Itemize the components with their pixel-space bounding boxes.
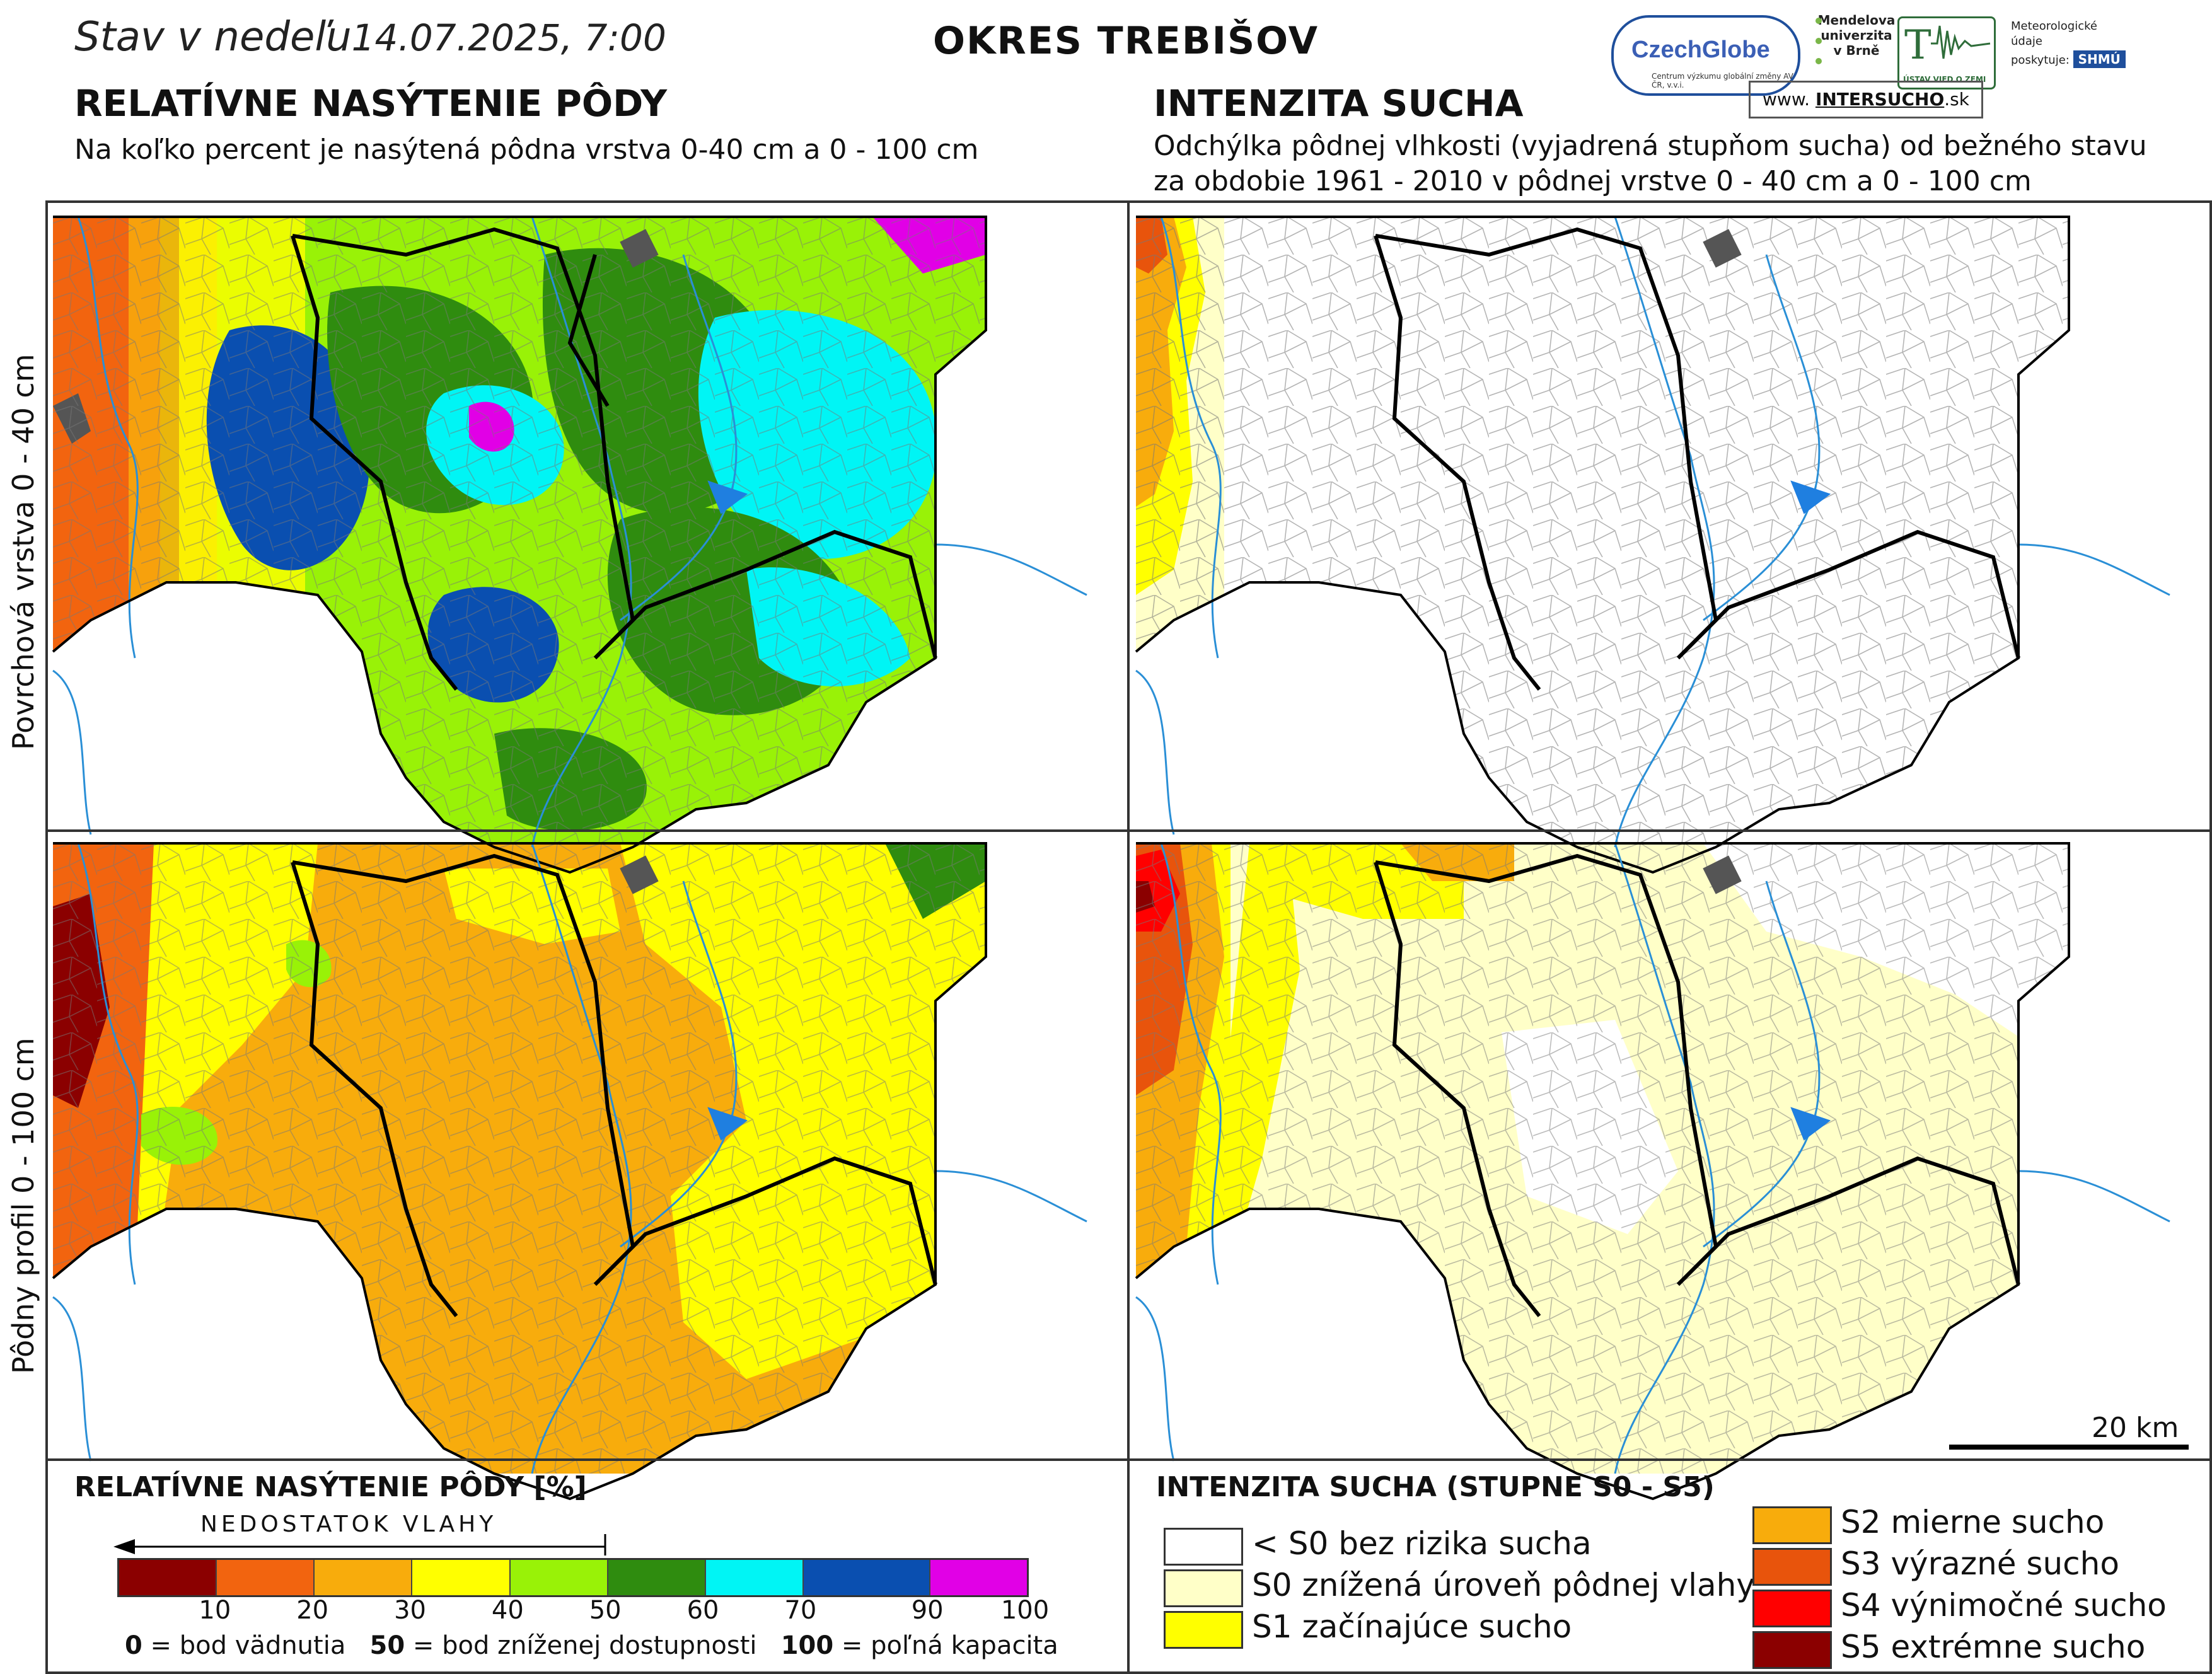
row-label-bottom: Pôdny profil 0 - 100 cm — [6, 1037, 40, 1374]
status-prefix: Stav v nedeľu — [74, 14, 352, 61]
shmu-logo: SHMÚ — [2073, 50, 2126, 68]
note-50-text: = bod zníženej dostupnosti — [405, 1631, 757, 1660]
district-title: OKRES TREBIŠOV — [933, 19, 1319, 63]
colorbar-bin-30 — [315, 1560, 413, 1595]
panel-grid — [45, 200, 2212, 1674]
colorbar-bin-70 — [705, 1560, 804, 1595]
ustav-vied-o-zemi-logo: T ÚSTAV VIED O ZEMI — [1897, 16, 1996, 89]
legend-label-3: S2 mierne sucho — [1841, 1504, 2105, 1540]
legend-label-4: S3 výrazné sucho — [1841, 1545, 2119, 1582]
colorbar-bin-10 — [119, 1560, 217, 1595]
legend-left-title: RELATÍVNE NASÝTENIE PÔDY [%] — [74, 1471, 587, 1503]
legend-swatch-0 — [1164, 1528, 1243, 1566]
colorbar-bin-40 — [412, 1560, 511, 1595]
legend-label-6: S5 extrémne sucho — [1841, 1629, 2146, 1665]
right-panel-title: INTENZITA SUCHA — [1154, 82, 1524, 125]
legend-swatch-6 — [1752, 1631, 1832, 1669]
note-100-text: = poľná kapacita — [833, 1631, 1058, 1660]
note-0-key: 0 — [125, 1631, 142, 1660]
colorbar-tick-90: 90 — [911, 1596, 944, 1625]
svg-text:T: T — [1904, 22, 1931, 69]
right-panel-subtitle-2: za obdobie 1961 - 2010 v pôdnej vrstve 0… — [1154, 165, 2032, 197]
left-panel-subtitle: Na koľko percent je nasýtená pôdna vrstv… — [74, 134, 979, 166]
colorbar-tick-40: 40 — [491, 1596, 524, 1625]
czechglobe-logo-text: CzechGlobe — [1631, 37, 1770, 63]
web-prefix: www. — [1763, 89, 1810, 110]
legend-swatch-4 — [1752, 1548, 1832, 1586]
shmu-text-2: údaje — [2011, 35, 2042, 48]
web-suffix: .sk — [1944, 89, 1969, 110]
legend-label-0: < S0 bez rizika sucha — [1252, 1525, 1592, 1562]
colorbar-labels: 10 20 30 40 50 60 70 90 100 — [117, 1596, 1049, 1627]
seismograph-icon: T — [1904, 22, 1991, 69]
colorbar — [117, 1558, 1029, 1597]
status-date: 14.07.2025, 7:00 — [351, 16, 666, 59]
legend-label-5: S4 výnimočné sucho — [1841, 1587, 2167, 1624]
legend-swatch-2 — [1164, 1611, 1243, 1649]
colorbar-bin-100 — [930, 1560, 1028, 1595]
colorbar-tick-30: 30 — [394, 1596, 426, 1625]
colorbar-bin-90 — [803, 1560, 930, 1595]
legend-label-2: S1 začínajúce sucho — [1252, 1608, 1572, 1645]
legend-swatch-5 — [1752, 1590, 1832, 1627]
note-50-key: 50 — [369, 1631, 405, 1660]
shmu-text-3: poskytuje: — [2011, 54, 2070, 67]
czechglobe-logo: CzechGlobe Centrum výzkumu globální změn… — [1611, 15, 1800, 96]
colorbar-tick-70: 70 — [784, 1596, 817, 1625]
scale-bar-label: 20 km — [2092, 1412, 2179, 1444]
colorbar-tick-10: 10 — [199, 1596, 231, 1625]
colorbar-tick-50: 50 — [589, 1596, 622, 1625]
map-bottom-left — [53, 843, 986, 1474]
colorbar-bin-50 — [510, 1560, 608, 1595]
arrow-deficit-label: NEDOSTATOK VLAHY — [200, 1511, 497, 1537]
shmu-credit: Meteorologické údaje poskytuje: SHMÚ — [2011, 19, 2137, 68]
status-datetime: Stav v nedeľu14.07.2025, 7:00 — [74, 14, 666, 61]
colorbar-bin-20 — [217, 1560, 315, 1595]
arrow-deficit — [113, 1534, 606, 1556]
colorbar-tick-20: 20 — [296, 1596, 329, 1625]
row-label-top: Povrchová vrstva 0 - 40 cm — [6, 354, 40, 750]
legend-note: 0 = bod vädnutia 50 = bod zníženej dostu… — [125, 1631, 1058, 1660]
right-panel-subtitle-1: Odchýlka pôdnej vlhkosti (vyjadrená stup… — [1154, 130, 2147, 162]
left-panel-title: RELATÍVNE NASÝTENIE PÔDY — [74, 82, 668, 125]
mendel-university-logo: Mendelova univerzita v Brně — [1815, 13, 1897, 88]
note-0-text: = bod vädnutia — [142, 1631, 346, 1660]
colorbar-tick-100: 100 — [1000, 1596, 1050, 1625]
colorbar-tick-60: 60 — [686, 1596, 719, 1625]
legend-right-title: INTENZITA SUCHA (STUPNE S0 - S5) — [1156, 1471, 1715, 1503]
legend-swatch-3 — [1752, 1506, 1832, 1544]
legend-swatch-1 — [1164, 1569, 1243, 1607]
mendel-line-3: v Brně — [1833, 43, 1880, 58]
intersucho-web-logo[interactable]: www. INTERSUCHO.sk — [1749, 81, 1983, 118]
shmu-text-1: Meteorologické — [2011, 20, 2097, 33]
mendel-line-1: Mendelova — [1817, 13, 1896, 28]
legend-label-1: S0 znížená úroveň pôdnej vlahy — [1252, 1567, 1755, 1603]
colorbar-bin-60 — [608, 1560, 706, 1595]
note-100-key: 100 — [780, 1631, 834, 1660]
map-frame — [45, 200, 2212, 1674]
rivers-and-borders — [52, 216, 2170, 1501]
web-brand: INTERSUCHO — [1815, 89, 1945, 110]
mendel-line-2: univerzita — [1821, 28, 1892, 43]
czechglobe-logo-subtext: Centrum výzkumu globální změny AV ČR, v.… — [1652, 72, 1793, 89]
